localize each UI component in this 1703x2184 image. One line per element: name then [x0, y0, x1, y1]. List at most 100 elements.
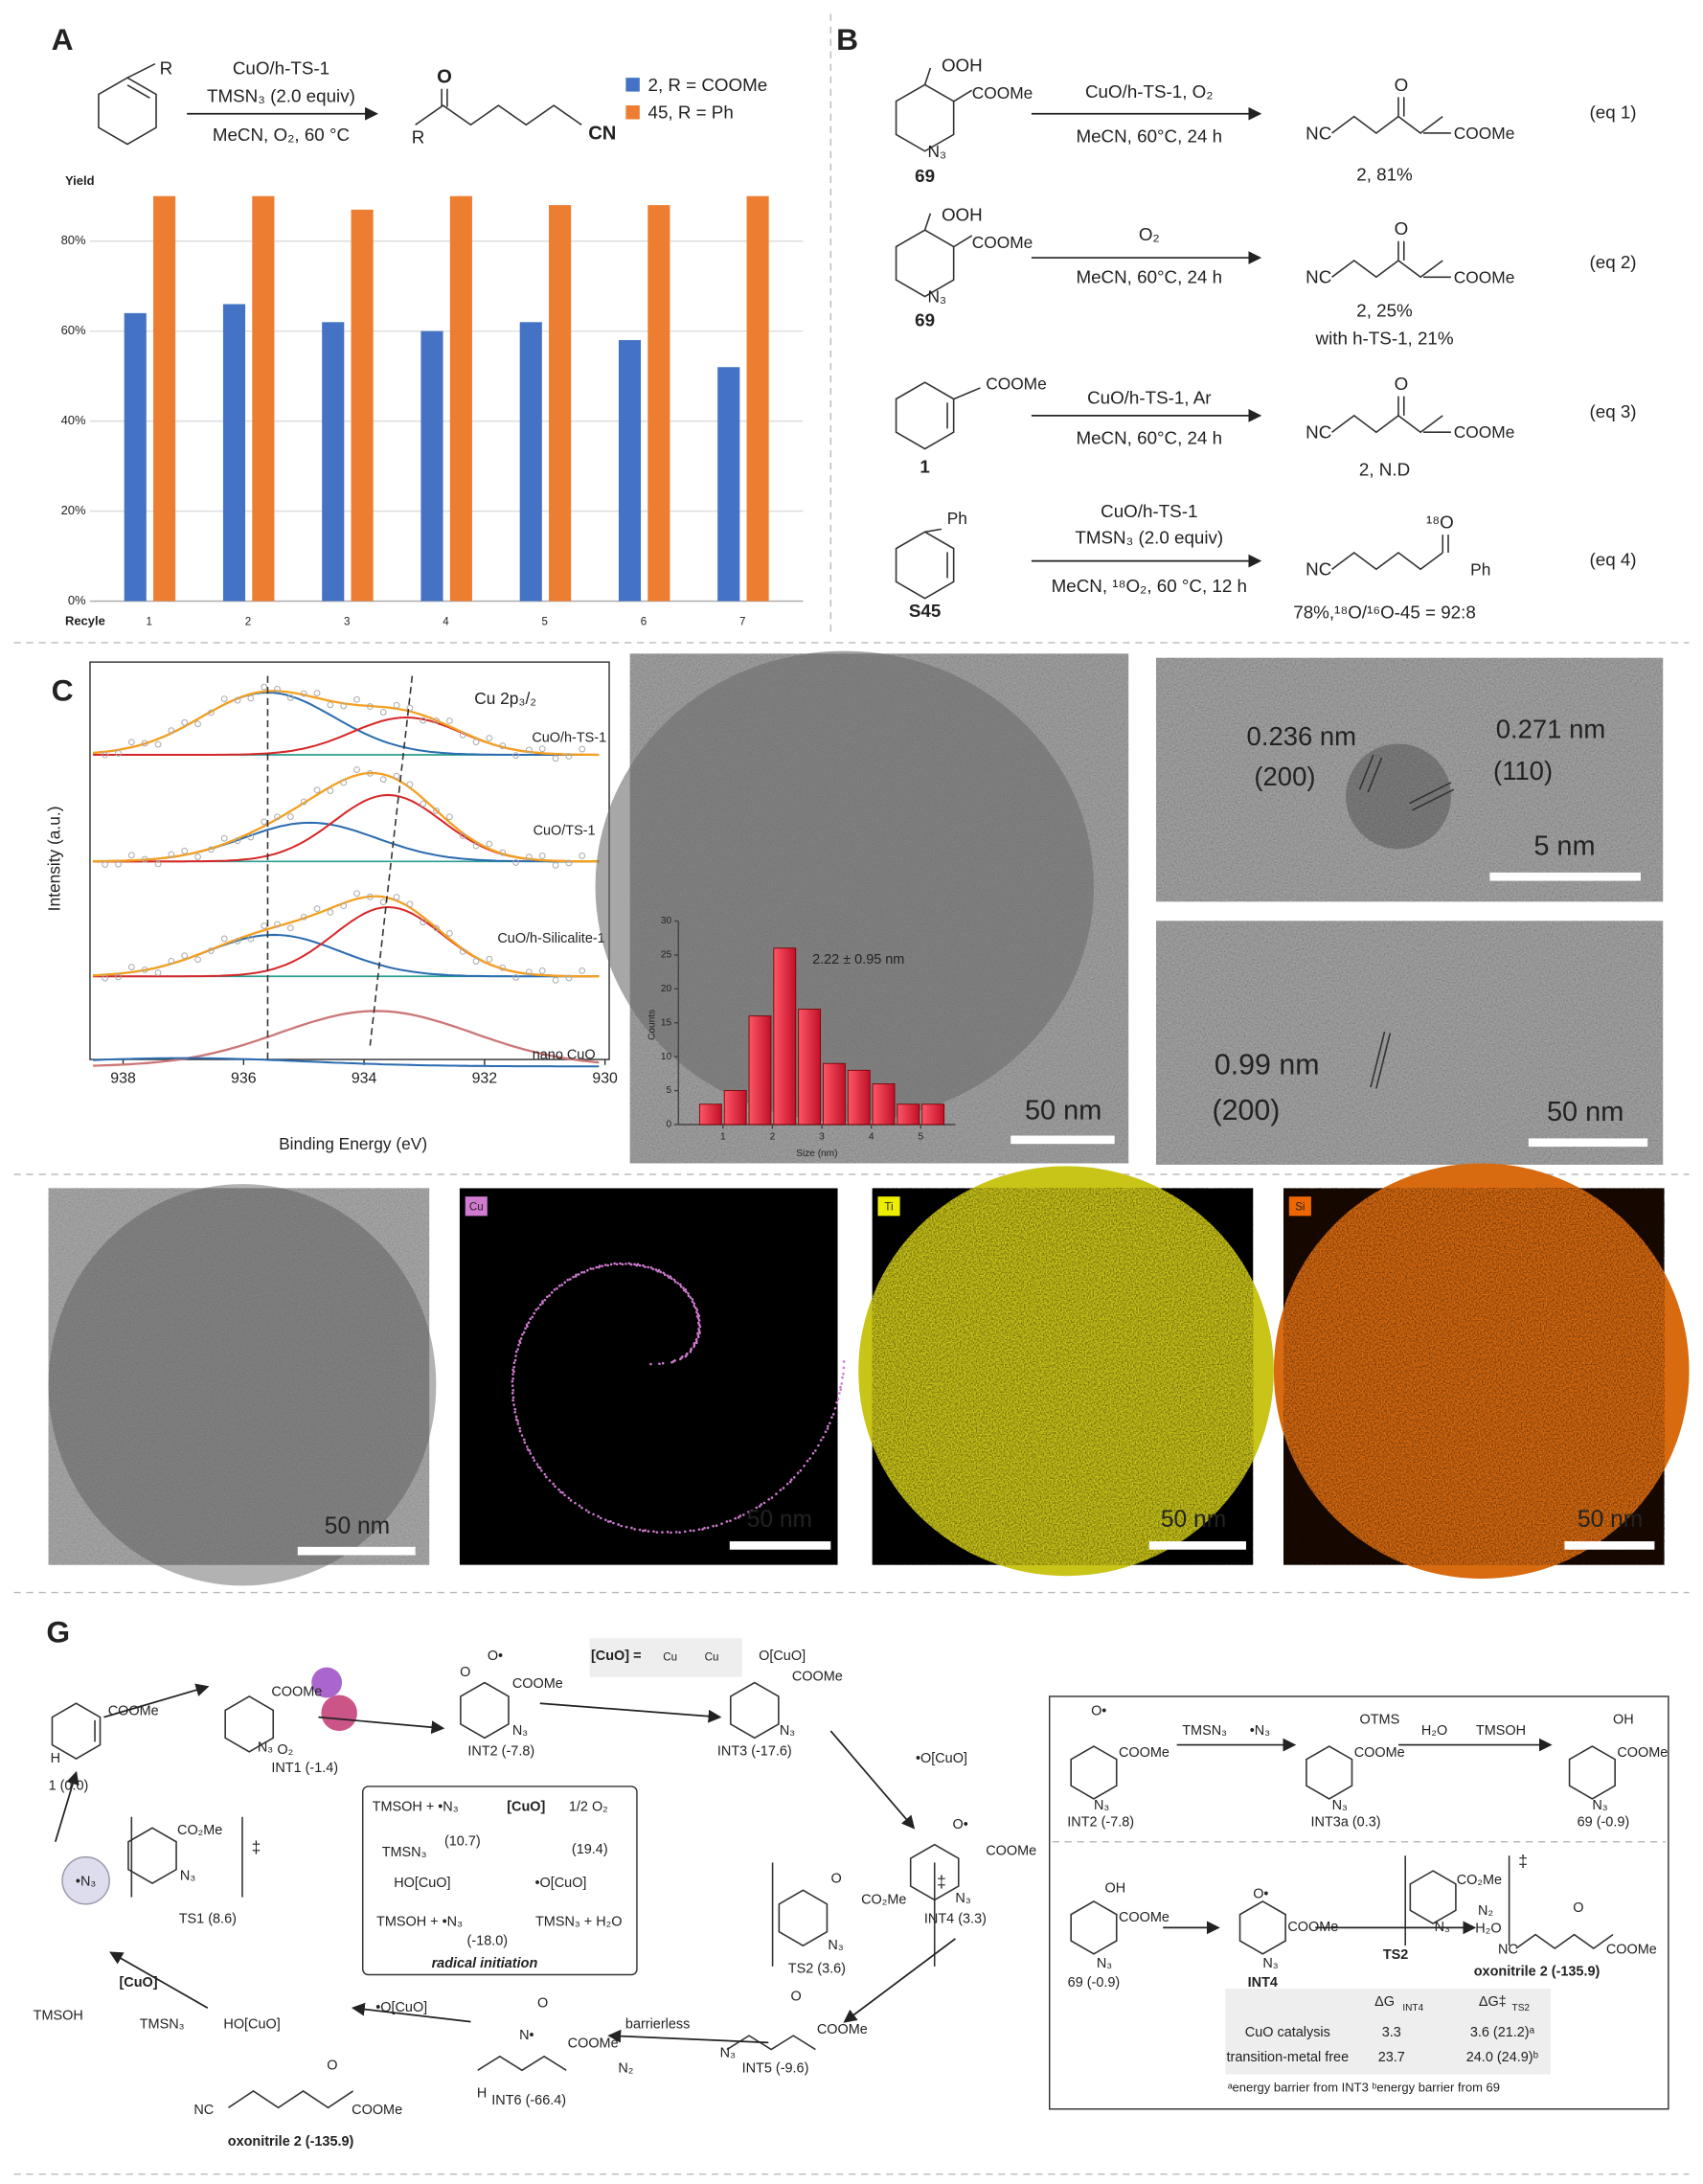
spectrum-point	[393, 772, 400, 780]
label: N•	[519, 2028, 534, 2043]
spectrum-point	[286, 924, 294, 932]
label: R	[160, 57, 173, 78]
spectrum-point	[274, 921, 281, 928]
spectrum-point	[234, 837, 241, 844]
bond	[126, 62, 156, 79]
signal-dot	[696, 1335, 700, 1339]
label: OH	[1105, 1881, 1126, 1897]
signal-dot	[796, 1471, 800, 1474]
bond	[126, 84, 150, 100]
signal-dot	[758, 1505, 761, 1508]
signal-dot	[529, 1317, 533, 1321]
label: O•	[488, 1649, 503, 1664]
signal-dot	[842, 1372, 845, 1376]
signal-dot	[532, 1456, 534, 1459]
bond	[1409, 782, 1452, 805]
bar	[420, 330, 443, 602]
bond	[953, 387, 981, 400]
signal-dot	[839, 1385, 842, 1389]
spectrum-point	[433, 808, 440, 814]
signal-dot	[839, 1388, 843, 1392]
signal-dot	[697, 1330, 701, 1332]
ring	[1409, 1870, 1457, 1924]
spectrum-point	[406, 704, 414, 712]
histogram-bar	[773, 947, 797, 1126]
signal-dot	[516, 1348, 519, 1351]
label: Cu	[663, 1652, 677, 1664]
ring	[895, 531, 955, 600]
spectrum-point	[486, 955, 493, 963]
signal-dot	[840, 1382, 844, 1385]
ring	[460, 1681, 510, 1740]
spectrum-point	[286, 694, 294, 701]
spectrum-point	[486, 735, 493, 742]
label: Cu 2p₃/₂	[474, 689, 536, 708]
signal-dot	[521, 1332, 524, 1336]
label: N₃	[258, 1740, 273, 1755]
label: TS2 (3.6)	[788, 1962, 846, 1977]
spectrum-point	[552, 976, 559, 984]
label: COOMe	[972, 83, 1033, 102]
bond	[1412, 788, 1455, 811]
label: (eq 1)	[1590, 102, 1637, 123]
bar	[153, 195, 176, 602]
bond	[843, 1938, 956, 2023]
spectrum-point	[420, 919, 427, 925]
spectrum-point	[472, 842, 480, 850]
signal-dot	[712, 1524, 715, 1528]
signal-dot	[679, 1285, 683, 1288]
signal-dot	[654, 1268, 658, 1271]
signal-dot	[522, 1438, 526, 1442]
label: Ph	[1470, 559, 1490, 579]
signal-dot	[517, 1343, 520, 1347]
signal-dot	[755, 1506, 759, 1510]
signal-dot	[592, 1267, 595, 1270]
scale-bar	[1564, 1541, 1655, 1550]
spectrum-point	[472, 958, 480, 965]
spectrum-point	[445, 717, 453, 724]
label: ΔG‡	[1479, 1994, 1507, 2010]
label: COOMe	[568, 2036, 619, 2052]
signal-dot	[696, 1331, 699, 1335]
signal-dot	[582, 1270, 586, 1274]
label: COOMe	[1287, 1920, 1338, 1935]
signal-dot	[606, 1263, 610, 1267]
signal-dot	[666, 1274, 670, 1277]
image	[1156, 657, 1664, 902]
label: ¹⁸O	[1426, 512, 1454, 533]
label: CuO/h-TS-1, Ar	[1087, 387, 1211, 407]
signal-dot	[824, 1430, 828, 1433]
spectrum-point	[538, 745, 546, 753]
signal-dot	[706, 1526, 710, 1530]
signal-dot	[644, 1529, 647, 1532]
signal-dot	[556, 1286, 558, 1290]
signal-dot	[782, 1487, 785, 1490]
label: COOMe	[271, 1684, 322, 1699]
legend-swatch	[625, 105, 640, 120]
spectrum-point	[579, 853, 586, 859]
label: NC	[1306, 123, 1331, 143]
signal-dot	[567, 1496, 571, 1500]
ring	[895, 83, 955, 152]
spectrum-point	[261, 818, 268, 826]
label: COOMe	[972, 233, 1033, 252]
signal-dot	[574, 1501, 577, 1505]
spectrum-point	[565, 859, 573, 867]
label: COOMe	[108, 1704, 159, 1719]
signal-dot	[560, 1284, 564, 1286]
signal-dot	[720, 1522, 723, 1525]
spectrum-point	[300, 690, 307, 697]
label: MeCN, 60°C, 24 h	[1076, 267, 1222, 287]
label: 5 nm	[1533, 831, 1595, 862]
label: NC	[1498, 1942, 1518, 1957]
channel-tag	[877, 1196, 900, 1217]
label: TMSN₃	[382, 1845, 427, 1860]
spectrum-point	[512, 752, 519, 760]
legend-label: 45, R = Ph	[648, 102, 734, 123]
bar	[449, 195, 472, 602]
label: MeCN, ¹⁸O₂, 60 °C, 12 h	[1052, 576, 1247, 596]
signal-dot	[553, 1287, 556, 1291]
label: O	[830, 1872, 841, 1887]
spectrum-point	[154, 740, 162, 748]
scale-bar	[1148, 1541, 1246, 1550]
